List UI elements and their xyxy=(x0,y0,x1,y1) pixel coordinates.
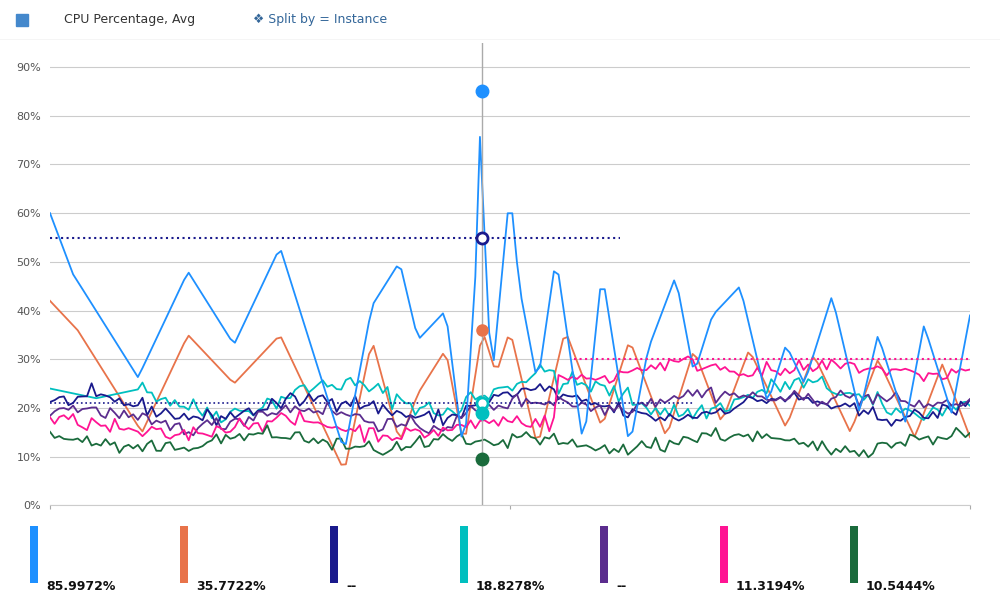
Text: 10.5444%: 10.5444% xyxy=(866,580,936,593)
FancyBboxPatch shape xyxy=(850,526,858,583)
FancyBboxPatch shape xyxy=(600,526,608,583)
FancyBboxPatch shape xyxy=(330,526,338,583)
Text: 18.8278%: 18.8278% xyxy=(476,580,545,593)
Text: 11.3194%: 11.3194% xyxy=(736,580,806,593)
FancyBboxPatch shape xyxy=(180,526,188,583)
FancyBboxPatch shape xyxy=(30,526,38,583)
Text: --: -- xyxy=(346,580,356,593)
FancyBboxPatch shape xyxy=(460,526,468,583)
Text: --: -- xyxy=(616,580,626,593)
Text: CPU Percentage, Avg: CPU Percentage, Avg xyxy=(64,13,196,26)
Text: 85.9972%: 85.9972% xyxy=(46,580,115,593)
FancyBboxPatch shape xyxy=(720,526,728,583)
Text: ❖ Split by = Instance: ❖ Split by = Instance xyxy=(253,13,387,26)
Text: 35.7722%: 35.7722% xyxy=(196,580,266,593)
